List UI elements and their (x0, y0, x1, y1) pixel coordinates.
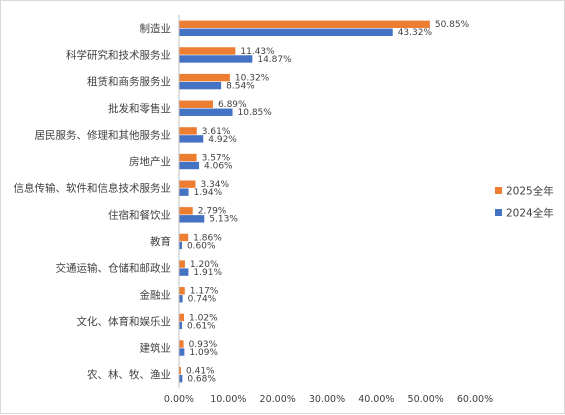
data-label: 1.20% (190, 260, 219, 270)
legend-label: 2025全年 (506, 185, 554, 198)
data-label: 1.86% (193, 233, 222, 243)
bar-2024 (179, 215, 205, 223)
data-label: 1.09% (189, 348, 218, 358)
bar-2025 (179, 153, 197, 162)
category-label: 房地产业 (129, 155, 171, 168)
category-label: 金融业 (140, 288, 172, 301)
bar-2024 (179, 28, 393, 37)
category-label: 教育 (150, 235, 171, 248)
bar-2024 (179, 55, 253, 63)
bar-2024 (179, 374, 183, 383)
x-tick-label: 10.00% (210, 394, 246, 405)
axes-layer: 制造业科学研究和技术服务业租赁和商务服务业批发和零售业居民服务、修理和其他服务业… (14, 15, 493, 405)
data-label: 14.87% (257, 55, 292, 65)
data-label: 0.60% (187, 241, 216, 251)
data-label: 8.54% (226, 82, 255, 92)
bar-2024 (179, 295, 183, 303)
data-label: 4.06% (204, 161, 233, 171)
bars-layer (179, 20, 430, 383)
data-label: 11.43% (240, 47, 275, 57)
data-label: 2.79% (198, 207, 227, 217)
data-label: 10.85% (238, 108, 273, 118)
data-label: 43.32% (398, 28, 433, 38)
data-labels-layer: 50.85%43.32% 11.43%14.87% 10.32%8.54% 6.89%… (186, 20, 470, 384)
bar-2024 (179, 241, 182, 250)
bar-2025 (179, 207, 193, 215)
bar-2024 (179, 348, 185, 356)
bar-2025 (179, 340, 184, 348)
bar-2025 (179, 100, 213, 108)
bar-2024 (179, 321, 183, 330)
bar-2025 (179, 180, 196, 188)
data-label: 0.74% (188, 295, 217, 305)
data-label: 0.41% (186, 367, 215, 377)
x-tick-label: 60.00% (457, 394, 493, 405)
bar-2024 (179, 268, 189, 276)
bar-2024 (179, 188, 189, 196)
x-tick-label: 0.00% (164, 394, 194, 405)
legend: 2025全年 2024全年 (495, 185, 554, 220)
bar-2025 (179, 127, 197, 135)
bar-2025 (179, 287, 185, 295)
data-label: 0.61% (187, 321, 216, 331)
x-tick-label: 50.00% (408, 394, 444, 405)
bar-2025 (179, 20, 430, 29)
legend-label: 2024全年 (506, 207, 554, 220)
x-tick-label: 30.00% (309, 394, 345, 405)
data-label: 0.68% (187, 375, 216, 385)
data-label: 1.94% (194, 188, 223, 198)
data-label: 6.89% (218, 100, 247, 110)
category-label: 居民服务、修理和其他服务业 (35, 128, 172, 141)
data-label: 3.34% (200, 180, 229, 190)
category-label: 租赁和商务服务业 (87, 75, 171, 88)
data-label: 0.93% (189, 340, 218, 350)
category-label: 建筑业 (140, 342, 172, 355)
bar-2025 (179, 73, 230, 82)
bar-2024 (179, 161, 200, 170)
data-label: 3.61% (202, 127, 231, 137)
category-label: 科学研究和技术服务业 (66, 48, 171, 61)
bar-2024 (179, 81, 222, 90)
data-label: 50.85% (435, 20, 470, 30)
legend-swatch (495, 209, 502, 216)
data-label: 4.92% (208, 135, 237, 145)
data-label: 1.91% (193, 268, 222, 278)
data-label: 1.02% (189, 313, 218, 323)
bar-2025 (179, 313, 185, 322)
bar-2025 (179, 47, 236, 55)
data-label: 5.13% (209, 215, 238, 225)
data-label: 1.17% (190, 287, 219, 297)
category-label: 文化、体育和娱乐业 (77, 315, 172, 328)
category-label: 批发和零售业 (108, 102, 171, 115)
category-label: 信息传输、软件和信息技术服务业 (14, 182, 172, 195)
bar-2025 (179, 233, 189, 242)
category-label: 农、林、牧、渔业 (87, 368, 171, 381)
category-label: 住宿和餐饮业 (108, 208, 171, 221)
data-label: 10.32% (235, 74, 270, 84)
data-label: 3.57% (202, 153, 231, 163)
bar-2025 (179, 260, 185, 268)
x-tick-label: 20.00% (260, 394, 296, 405)
x-tick-label: 40.00% (358, 394, 394, 405)
bar-2025 (179, 366, 182, 375)
legend-swatch (495, 187, 502, 194)
category-label: 交通运输、仓储和邮政业 (56, 262, 172, 275)
bar-2024 (179, 135, 204, 143)
bar-2024 (179, 108, 233, 116)
category-label: 制造业 (140, 22, 172, 35)
